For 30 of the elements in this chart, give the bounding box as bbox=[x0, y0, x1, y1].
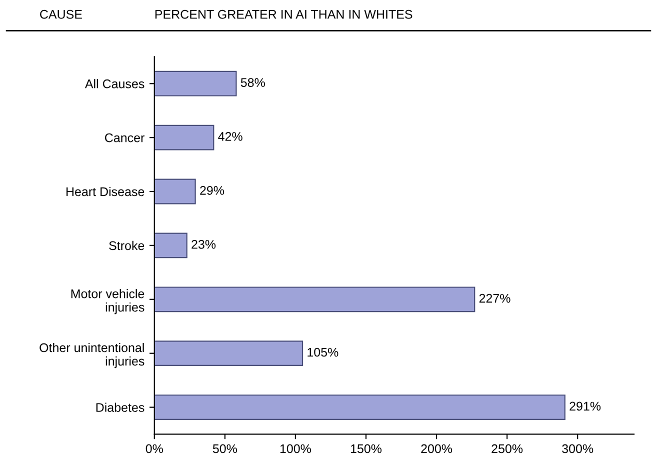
y-tick-label: Other unintentional injuries bbox=[40, 342, 144, 368]
data-label: 23% bbox=[192, 240, 216, 249]
x-tick-label: 250% bbox=[492, 444, 523, 454]
bar bbox=[154, 232, 188, 258]
y-tick-label: Stroke bbox=[109, 240, 144, 250]
data-label: 291% bbox=[570, 402, 601, 411]
data-label: 105% bbox=[308, 348, 338, 357]
bar bbox=[154, 70, 237, 96]
bar bbox=[154, 286, 476, 312]
data-label: 42% bbox=[218, 132, 242, 141]
x-tick-label: 100% bbox=[280, 444, 311, 454]
x-tick-label: 300% bbox=[562, 444, 594, 454]
x-tick-label: 200% bbox=[421, 444, 452, 454]
bar bbox=[154, 340, 304, 366]
data-label: 227% bbox=[479, 294, 510, 303]
y-tick-label: Heart Disease bbox=[66, 186, 144, 196]
data-label: 29% bbox=[200, 186, 224, 195]
y-tick-label: All Causes bbox=[84, 79, 144, 88]
y-tick-label: Motor vehicle injuries bbox=[71, 289, 144, 314]
x-tick-label: 50% bbox=[212, 444, 237, 454]
y-axis-title: CAUSE bbox=[40, 10, 82, 19]
x-tick-label: 0% bbox=[146, 444, 163, 454]
bar bbox=[154, 178, 196, 204]
y-tick-label: Diabetes bbox=[96, 402, 144, 412]
data-label: 58% bbox=[240, 78, 265, 87]
bar bbox=[154, 124, 214, 150]
y-tick-label: Cancer bbox=[105, 133, 144, 142]
x-tick-label: 150% bbox=[350, 444, 382, 454]
chart-title: PERCENT GREATER IN AI THAN IN WHITES bbox=[155, 10, 412, 19]
bar bbox=[154, 394, 566, 420]
